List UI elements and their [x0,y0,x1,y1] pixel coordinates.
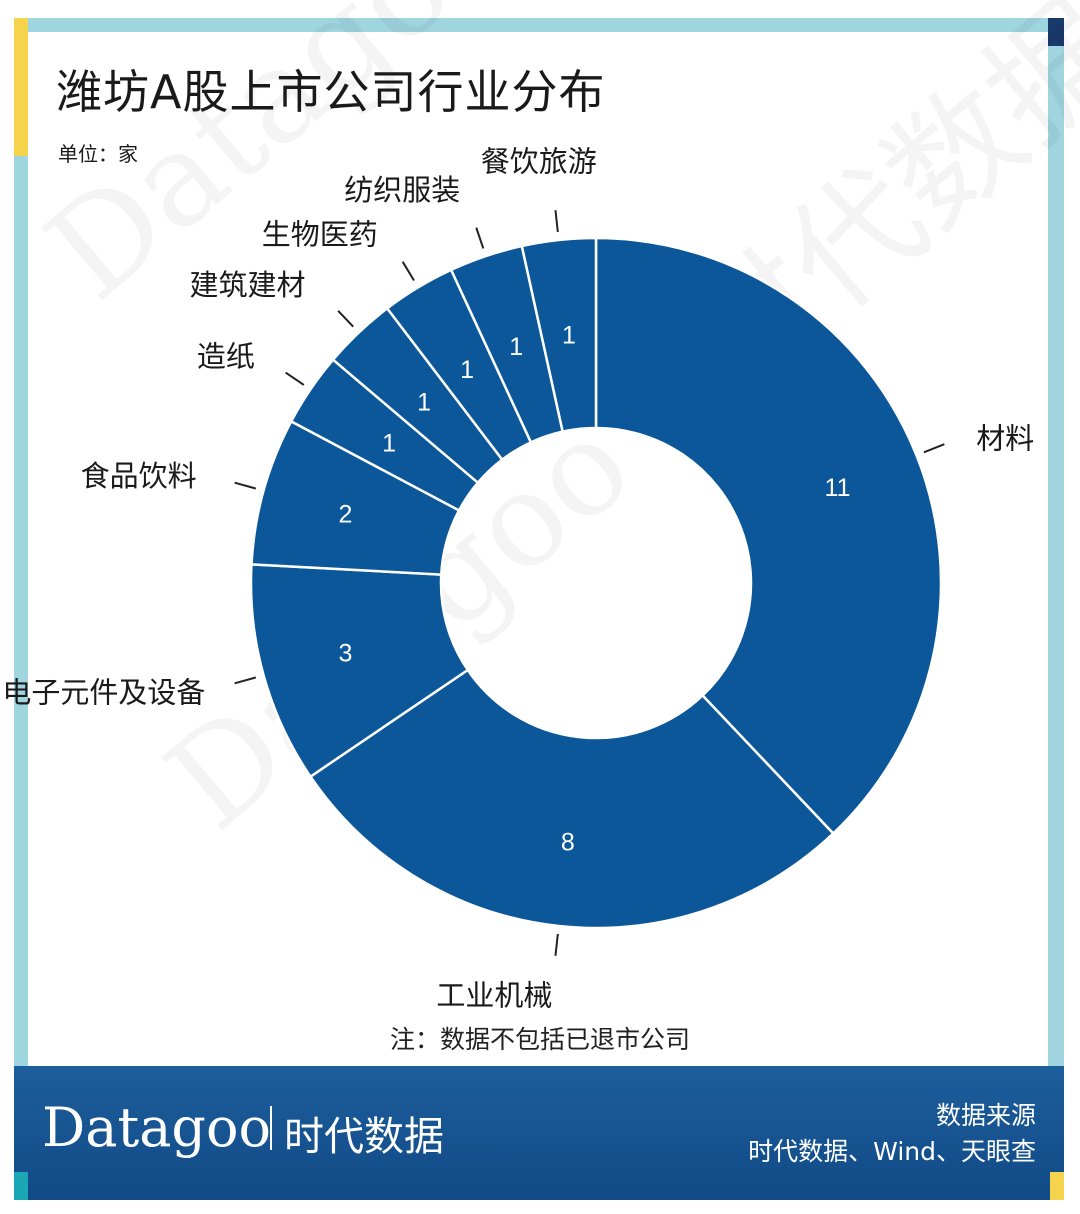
footer-bar [14,1066,1064,1200]
frame-left-border [14,18,28,1070]
donut-slice [520,236,598,434]
value-label: 2 [339,500,353,528]
chart-title: 潍坊A股上市公司行业分布 [56,65,606,119]
unit-label: 单位：家 [58,142,138,166]
leader-line [401,261,415,282]
frame-right-border [1048,18,1064,1070]
donut-slice [308,668,836,930]
category-label: 建筑建材 [189,268,305,302]
donut-slice [594,236,943,836]
category-label: 食品饮料 [81,459,197,493]
frame-top-border [14,18,1064,32]
value-label: 1 [417,389,431,417]
value-label: 3 [339,640,353,668]
leader-line [475,227,485,249]
leader-line [554,210,559,233]
category-label: 电子元件及设备 [2,676,205,710]
footnote: 注：数据不包括已退市公司 [389,1025,690,1054]
category-label: 造纸 [197,340,255,374]
leader-line [337,310,354,328]
donut-slice [249,563,470,779]
value-label: 1 [382,430,396,458]
leader-line [285,371,305,386]
value-label: 1 [562,321,576,349]
leader-line [923,443,945,454]
value-label: 1 [460,356,474,384]
value-label: 8 [561,828,575,856]
category-label: 餐饮旅游 [481,144,597,178]
footer-accent-right [1050,1172,1064,1200]
category-label: 纺织服装 [344,173,460,207]
brand-logo: Datagoo [42,1096,271,1159]
footer-accent-left [14,1172,28,1200]
value-label: 11 [825,474,851,502]
category-label: 生物医药 [262,217,378,251]
value-label: 1 [509,333,523,361]
category-label: 材料 [976,422,1034,456]
source-heading: 数据来源 [935,1101,1036,1130]
brand-name-cn: 时代数据 [284,1114,444,1160]
category-label: 工业机械 [436,979,552,1013]
leader-line [554,933,559,956]
leader-line [234,676,257,685]
brand-divider [270,1106,272,1150]
leader-line [234,481,257,490]
source-value: 时代数据、Wind、天眼查 [748,1137,1036,1166]
